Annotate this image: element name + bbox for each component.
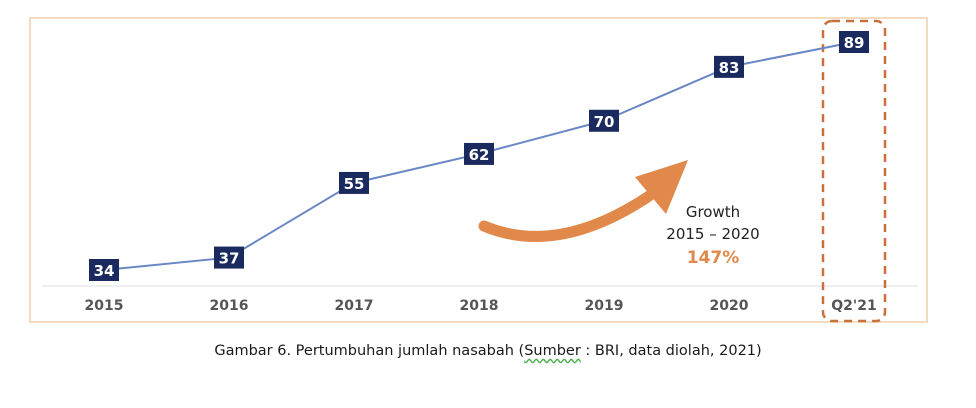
annotation-growth-label: Growth: [686, 203, 740, 221]
caption-suffix: : BRI, data diolah, 2021): [580, 343, 762, 359]
data-label-box: [339, 171, 369, 194]
data-point-2019: 70: [589, 109, 619, 132]
data-point-q221: 89: [839, 31, 869, 53]
data-label: 83: [719, 59, 740, 77]
data-label-box: [464, 142, 494, 165]
x-tick-label: 2018: [460, 298, 499, 314]
figure-caption: Gambar 6. Pertumbuhan jumlah nasabah (Su…: [0, 343, 976, 359]
chart-frame: [29, 17, 928, 323]
data-label: 62: [469, 146, 490, 164]
data-point-2017: 55: [339, 171, 369, 194]
data-point-2015: 34: [89, 259, 119, 281]
x-tick-label: 2015: [85, 298, 124, 314]
x-tick-label: Q2'21: [831, 298, 876, 314]
data-label: 70: [594, 113, 615, 131]
caption-prefix: Gambar 6. Pertumbuhan jumlah nasabah (: [214, 343, 525, 359]
highlight-box-q2-21: [821, 19, 887, 323]
data-label: 37: [219, 250, 240, 268]
x-tick-label: 2019: [585, 298, 624, 314]
x-tick-label: 2017: [335, 298, 374, 314]
data-point-2020: 83: [714, 55, 744, 78]
data-point-2018: 62: [464, 142, 494, 165]
data-label-box: [714, 55, 744, 78]
data-label: 89: [844, 34, 865, 52]
caption-source-word: Sumber: [524, 343, 581, 359]
annotation-period-label: 2015 – 2020: [666, 225, 759, 243]
data-label-box: [214, 246, 244, 269]
data-label-box: [589, 109, 619, 132]
annotation-growth-value: 147%: [687, 248, 740, 268]
growth-arrow-head: [635, 160, 688, 214]
x-tick-label: 2020: [710, 298, 749, 314]
data-label: 34: [94, 262, 115, 280]
data-label-box: [89, 259, 119, 281]
data-point-2016: 37: [214, 246, 244, 269]
x-tick-label: 2016: [210, 298, 249, 314]
data-label: 55: [344, 175, 365, 193]
data-label-box: [839, 31, 869, 53]
growth-arrow-shaft: [478, 186, 661, 242]
